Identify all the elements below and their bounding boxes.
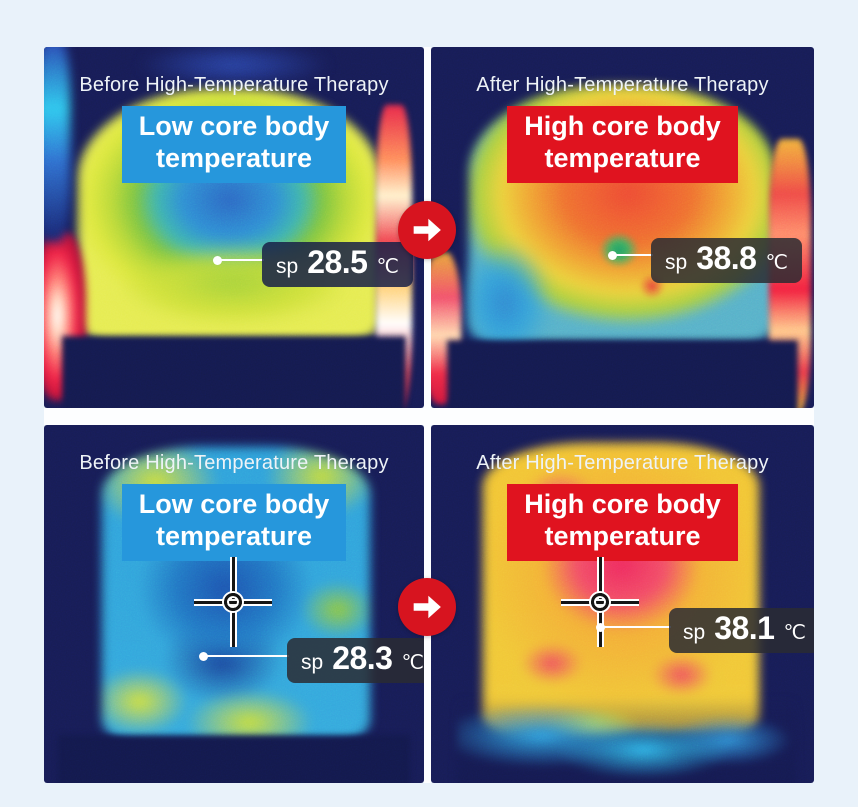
thermal-panel-before-front: Before High-Temperature Therapy Low core… [44,47,424,408]
panel-title: Before High-Temperature Therapy [79,74,389,96]
thermal-panel-before-back: Before High-Temperature Therapy Low core… [44,425,424,783]
panel-gap-horizontal [44,408,814,425]
right-arrow-icon [398,201,456,259]
panel-title: After High-Temperature Therapy [476,452,769,474]
temperature-reading: sp 38.1 ℃ [669,608,814,653]
sp-label: sp [665,251,688,274]
sp-label: sp [276,255,299,278]
temperature-reading: sp 28.5 ℃ [262,242,413,287]
panel-title: After High-Temperature Therapy [476,74,769,96]
temp-unit: ℃ [783,622,806,644]
probe-pointer-line [615,254,653,256]
temperature-state-badge: Low core body temperature [121,484,347,561]
temperature-reading: sp 38.8 ℃ [651,238,802,283]
temp-value: 38.1 [714,610,775,646]
temp-value: 28.5 [307,244,368,280]
temp-unit: ℃ [765,252,788,274]
temperature-state-badge: High core body temperature [507,484,738,561]
sp-label: sp [301,651,324,674]
thermal-panel-after-front: After High-Temperature Therapy High core… [431,47,814,408]
probe-pointer-line [603,626,671,628]
temp-unit: ℃ [401,652,424,674]
right-arrow-icon [398,578,456,636]
probe-pointer-line [206,655,289,657]
temperature-state-badge: Low core body temperature [121,106,347,183]
thermal-panel-after-back: After High-Temperature Therapy High core… [431,425,814,783]
temperature-state-badge: High core body temperature [507,106,738,183]
probe-pointer-line [220,259,264,261]
panel-title: Before High-Temperature Therapy [79,452,389,474]
temp-value: 38.8 [696,240,757,276]
temp-unit: ℃ [376,256,399,278]
temperature-reading: sp 28.3 ℃ [287,638,424,683]
sp-label: sp [683,621,706,644]
temp-value: 28.3 [332,640,393,676]
